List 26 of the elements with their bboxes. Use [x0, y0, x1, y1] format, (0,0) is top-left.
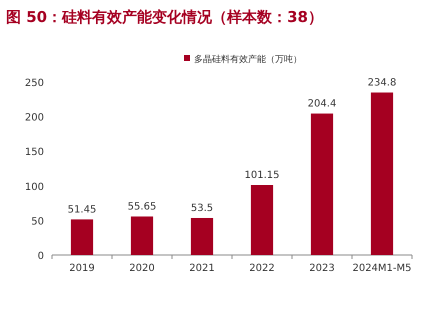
bar	[130, 216, 154, 255]
y-tick-label: 150	[24, 147, 44, 158]
data-label: 101.15	[244, 170, 280, 182]
bar	[250, 185, 274, 255]
bar	[70, 219, 94, 255]
y-tick-label: 250	[24, 78, 44, 89]
chart-title: 图 50：硅料有效产能变化情况（样本数：38）	[6, 8, 323, 26]
data-label: 51.45	[68, 204, 96, 216]
bar	[190, 218, 214, 255]
data-label: 53.5	[190, 202, 214, 214]
x-tick-label: 2021	[189, 263, 215, 274]
x-tick-label: 2019	[69, 263, 95, 274]
y-tick-label: 200	[24, 112, 44, 124]
x-tick-label: 2023	[309, 263, 335, 274]
x-tick-label: 2024M1-M5	[352, 263, 412, 274]
bar	[370, 92, 394, 255]
y-tick-label: 100	[24, 182, 44, 193]
bar	[310, 114, 334, 255]
data-label: 204.4	[308, 98, 336, 110]
legend-label: 多晶硅料有效产能（万吨）	[194, 54, 302, 65]
data-label: 55.65	[128, 201, 156, 212]
y-tick-label: 0	[38, 251, 44, 262]
y-tick-label: 50	[31, 216, 44, 228]
data-label: 234.8	[368, 78, 396, 89]
x-tick-label: 2022	[249, 263, 275, 274]
x-tick-label: 2020	[129, 263, 155, 274]
